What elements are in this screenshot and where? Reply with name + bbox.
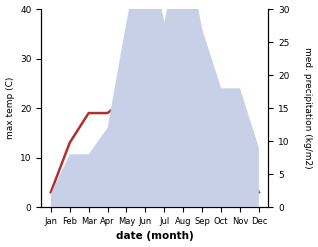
X-axis label: date (month): date (month)	[116, 231, 194, 242]
Y-axis label: med. precipitation (kg/m2): med. precipitation (kg/m2)	[303, 47, 313, 169]
Y-axis label: max temp (C): max temp (C)	[5, 77, 15, 139]
